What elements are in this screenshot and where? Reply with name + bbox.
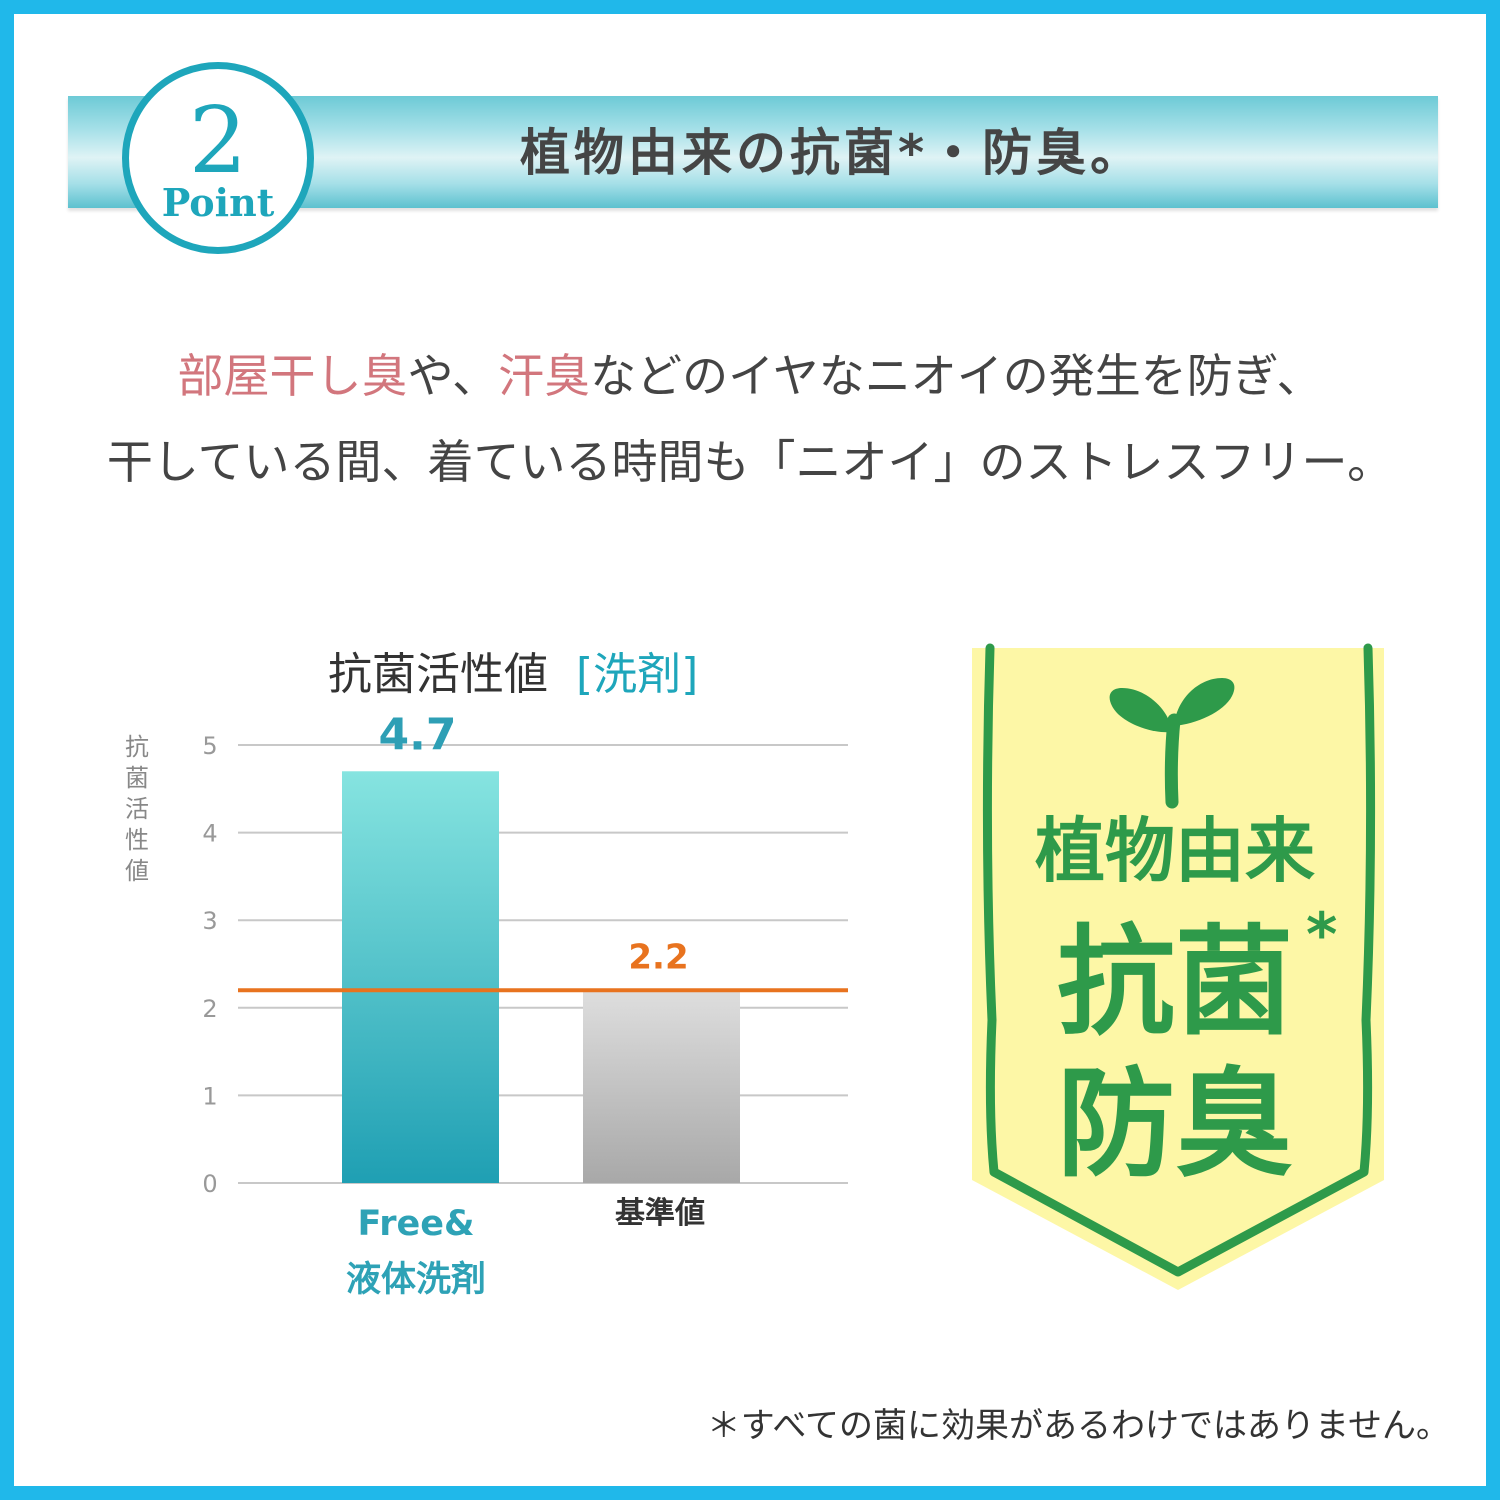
banner-line-3: 防臭 (1056, 1055, 1293, 1193)
data-label: 4.7 (379, 709, 457, 760)
sprout-icon (1109, 678, 1235, 809)
plain-text: や、 (407, 349, 499, 403)
banner-asterisk: * (1306, 900, 1338, 970)
highlight-text: 部屋干し臭 (177, 349, 408, 403)
y-tick-label: 1 (202, 1082, 217, 1110)
y-tick-label: 2 (202, 995, 217, 1023)
chart-title-main: 抗菌活性値 (328, 649, 548, 700)
bar (342, 771, 499, 1183)
highlight-text: 汗臭 (498, 349, 591, 403)
y-tick-label: 0 (202, 1170, 217, 1198)
description-line-2: 干している間、着ている時間も「ニオイ」のストレスフリー。 (106, 435, 1394, 489)
description-line-1: 部屋干し臭や、汗臭などのイヤなニオイの発生を防ぎ、 (0, 344, 1500, 408)
data-label: 2.2 (628, 937, 688, 977)
point-badge: 2 Point (122, 62, 314, 254)
header-title: 植物由来の抗菌*・防臭。 (520, 124, 1145, 182)
banner-line-1: 植物由来 (1035, 810, 1315, 892)
badge-word: Point (161, 180, 275, 225)
plain-text: などのイヤなニオイの発生を防ぎ、 (590, 349, 1323, 403)
category-label: 基準値 (615, 1196, 705, 1231)
y-tick-label: 3 (202, 907, 217, 935)
plant-derived-banner (972, 643, 1384, 1290)
footnote: ＊すべての菌に効果があるわけではありません。 (706, 1406, 1450, 1446)
y-axis-label: 抗菌活性値 (125, 733, 149, 885)
bar (583, 990, 740, 1183)
chart-title-tag: [洗剤] (576, 649, 699, 700)
badge-number: 2 (188, 87, 248, 194)
banner-line-2: 抗菌 (1056, 913, 1293, 1051)
chart-title: 抗菌活性値 [洗剤] (328, 645, 698, 705)
category-label: Free& 液体洗剤 (345, 1204, 486, 1300)
y-tick-label: 4 (202, 820, 217, 848)
y-tick-label: 5 (202, 732, 217, 760)
